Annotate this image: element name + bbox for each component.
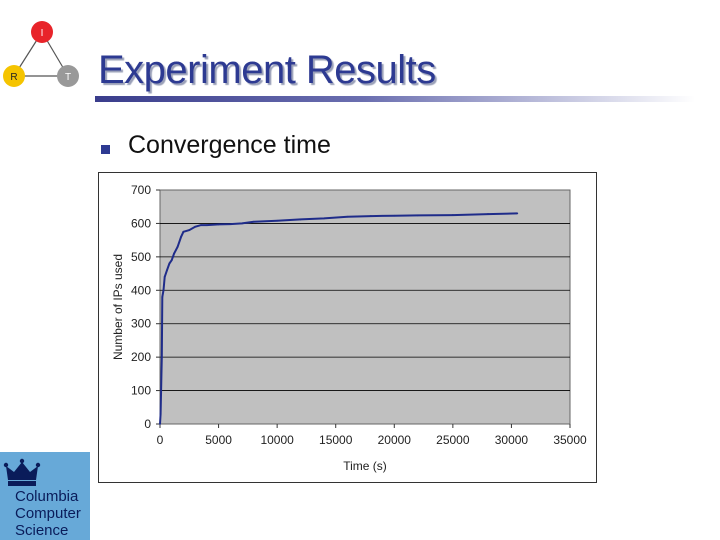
y-tick-label: 0: [144, 417, 151, 431]
institution-name: Columbia Computer Science: [15, 488, 81, 539]
data-point: [393, 214, 396, 217]
data-point: [323, 217, 325, 220]
logo-label-t: T: [65, 72, 71, 83]
data-point: [188, 229, 191, 232]
data-point: [369, 215, 372, 217]
data-point: [229, 223, 232, 225]
x-tick-label: 5000: [205, 433, 232, 447]
data-point: [170, 259, 173, 262]
data-point: [163, 276, 166, 278]
crown-icon: [3, 458, 41, 486]
data-point: [241, 222, 243, 225]
series-points: [159, 212, 519, 425]
data-point: [160, 356, 163, 359]
plot-area: [159, 189, 571, 425]
data-point: [346, 215, 349, 218]
data-point: [217, 223, 220, 226]
x-tick-label: 35000: [553, 433, 587, 447]
data-point: [416, 214, 419, 217]
logo-label-i: I: [41, 28, 44, 39]
y-tick-label: 100: [131, 384, 151, 398]
data-point: [487, 213, 489, 215]
slide-title: Experiment Results: [98, 48, 436, 92]
y-tick-label: 200: [131, 350, 151, 364]
data-point: [159, 423, 161, 425]
x-tick-label: 15000: [319, 433, 353, 447]
x-axis-label: Time (s): [343, 459, 387, 473]
y-tick-label: 600: [131, 216, 151, 230]
data-point: [194, 225, 197, 228]
irt-logo: I R T: [3, 21, 79, 87]
convergence-chart: 0 100 200 300 400 500 600 700 0 5000 10000 15000 20…: [98, 172, 597, 483]
data-point: [180, 235, 182, 238]
data-point: [161, 296, 164, 298]
data-point: [166, 269, 168, 272]
data-point: [182, 230, 185, 233]
x-axis-ticks: 0 5000 10000 15000 20000 25000 30000 35000: [157, 424, 587, 447]
x-tick-label: 10000: [260, 433, 294, 447]
chart-container: 0 100 200 300 400 500 600 700 0 5000 10000 15000 20…: [98, 172, 598, 489]
y-tick-label: 500: [131, 250, 151, 264]
data-point: [276, 219, 279, 222]
data-point: [162, 289, 165, 292]
x-tick-label: 25000: [436, 433, 470, 447]
data-point: [159, 413, 162, 415]
data-point: [516, 212, 519, 215]
x-tick-label: 30000: [495, 433, 529, 447]
y-axis-ticks: 0 100 200 300 400 500 600 700: [131, 183, 160, 431]
data-point: [299, 218, 302, 221]
bullet-marker: [101, 145, 110, 154]
bullet-text: Convergence time: [128, 131, 331, 159]
data-point: [168, 262, 171, 265]
data-point: [451, 214, 454, 216]
columbia-logo: [0, 452, 90, 540]
y-tick-label: 700: [131, 183, 151, 197]
x-tick-label: 20000: [378, 433, 412, 447]
logo-label-r: R: [10, 72, 17, 83]
y-axis-label: Number of IPs used: [111, 254, 125, 360]
institution-line: Computer: [15, 505, 81, 522]
data-point: [176, 245, 179, 248]
x-tick-label: 0: [157, 433, 164, 447]
y-tick-label: 400: [131, 283, 151, 297]
institution-line: Science: [15, 522, 69, 539]
y-tick-label: 300: [131, 317, 151, 331]
data-point: [205, 224, 208, 226]
institution-line: Columbia: [15, 488, 79, 505]
data-point: [200, 224, 202, 226]
logo-node-i: [31, 21, 53, 43]
data-point: [173, 252, 175, 255]
logo-node-r: [3, 65, 25, 87]
title-underline: [95, 96, 695, 102]
data-point: [252, 220, 255, 223]
logo-node-t: [57, 65, 79, 87]
